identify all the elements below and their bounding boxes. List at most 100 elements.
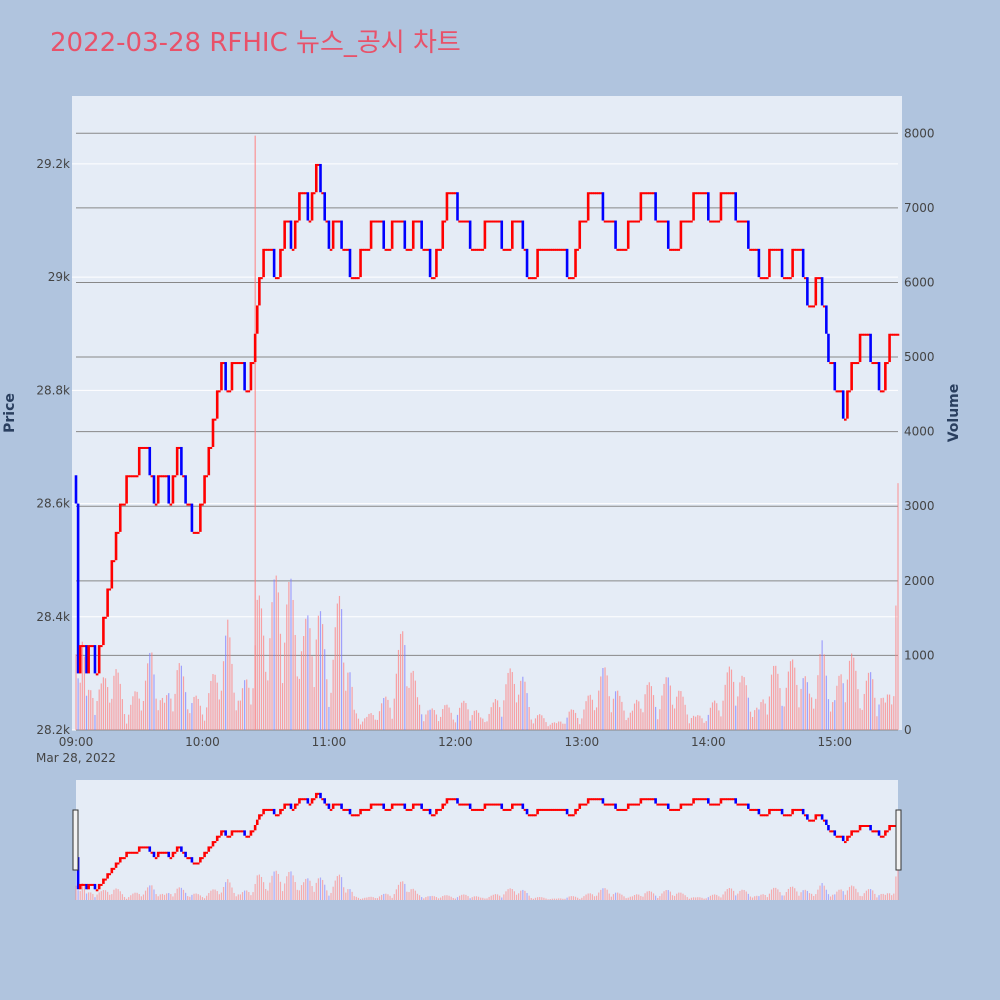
candle [645, 192, 649, 195]
candle [614, 220, 617, 249]
candle [329, 248, 333, 251]
candle [816, 277, 820, 280]
mini-candle [327, 803, 331, 809]
mini-volume-bar [444, 895, 446, 900]
mini-candle [631, 803, 634, 806]
volume-bar [381, 703, 383, 730]
mini-candle [757, 808, 761, 815]
volume-bar [650, 686, 652, 730]
mini-volume-bar [745, 891, 747, 900]
mini-candle [780, 808, 784, 815]
mini-volume-bar [437, 898, 440, 900]
volume-bar [775, 665, 777, 730]
mini-candle [192, 862, 196, 865]
mini-volume-bar [625, 898, 627, 900]
mini-volume-bar [720, 897, 722, 900]
candle [597, 192, 601, 195]
price-candles [74, 163, 900, 676]
mini-candle [182, 851, 185, 854]
range-slider-right-handle[interactable] [895, 809, 902, 871]
candle [97, 645, 101, 674]
volume-bar [621, 701, 623, 730]
volume-bar [281, 683, 284, 730]
volume-bar [773, 665, 775, 730]
volume-bar [90, 690, 92, 730]
volume-bar [387, 699, 389, 730]
mini-candle [422, 808, 426, 811]
mini-candle [220, 830, 223, 836]
candle [540, 248, 544, 251]
candle [698, 192, 702, 195]
price-tick-label: 28.4k [36, 610, 70, 624]
mini-volume-bar [123, 896, 126, 900]
mini-candle [846, 835, 849, 842]
mini-volume-bar [762, 894, 764, 900]
mini-volume-bar [408, 892, 410, 900]
mini-volume-bar [357, 897, 360, 900]
mini-candle [677, 808, 681, 811]
mini-candle [567, 814, 571, 817]
candle [553, 248, 556, 251]
mini-candle [338, 803, 341, 806]
mini-volume-bar [239, 894, 241, 900]
candle [129, 475, 133, 478]
mini-volume-bar [281, 891, 284, 900]
volume-bar [539, 714, 541, 730]
mini-candle [395, 803, 398, 806]
range-slider[interactable] [76, 780, 898, 900]
mini-volume-bar [372, 897, 374, 900]
mini-volume-bar [730, 888, 733, 900]
mini-volume-bar [83, 886, 86, 900]
mini-candle [475, 808, 478, 811]
mini-candle [306, 798, 310, 804]
mini-volume-bar [216, 891, 218, 900]
candle [319, 163, 322, 193]
mini-volume-bar [739, 890, 741, 900]
candle [481, 248, 485, 251]
mini-candle [879, 835, 883, 838]
candle [159, 475, 162, 478]
mini-candle [641, 798, 645, 801]
mini-volume-bar [229, 882, 231, 900]
mini-volume-bar [705, 898, 707, 900]
mini-candle [654, 798, 657, 804]
mini-candle [89, 883, 93, 886]
volume-bar [534, 718, 537, 730]
mini-candle [148, 846, 152, 852]
volume-bar [83, 656, 86, 730]
mini-volume-bar [663, 891, 665, 900]
volume-bar [572, 709, 575, 730]
mini-candle [78, 883, 82, 890]
candle [888, 333, 891, 363]
candle [719, 192, 723, 221]
mini-volume-bar [161, 893, 164, 900]
candle [165, 475, 168, 478]
mini-volume-bar [144, 890, 147, 900]
mini-volume-bar [442, 896, 444, 900]
range-slider-left-handle[interactable] [72, 809, 79, 871]
volume-bar [374, 719, 376, 730]
volume-bar [520, 680, 522, 730]
candle [789, 277, 792, 280]
mini-candle [449, 798, 453, 801]
mini-volume-bar [760, 894, 762, 900]
mini-volume-bar [520, 890, 522, 900]
mini-volume-bar [787, 888, 789, 900]
mini-volume-bar [844, 894, 846, 900]
mini-volume-bar [254, 883, 256, 900]
mini-volume-bar [673, 895, 676, 900]
mini-candle [647, 798, 651, 801]
volume-bar [128, 714, 130, 730]
mini-candle [154, 857, 158, 860]
time-tick-label: 12:00 [438, 735, 473, 749]
mini-volume-bar [364, 897, 366, 900]
candle [378, 220, 381, 223]
mini-volume-bar [751, 897, 754, 900]
mini-candle [348, 808, 352, 815]
volume-bar [870, 672, 872, 730]
candle [114, 531, 118, 561]
mini-volume-bar [596, 895, 598, 900]
volume-bar [728, 666, 730, 730]
mini-candle [285, 803, 289, 806]
mini-candle [614, 803, 617, 809]
